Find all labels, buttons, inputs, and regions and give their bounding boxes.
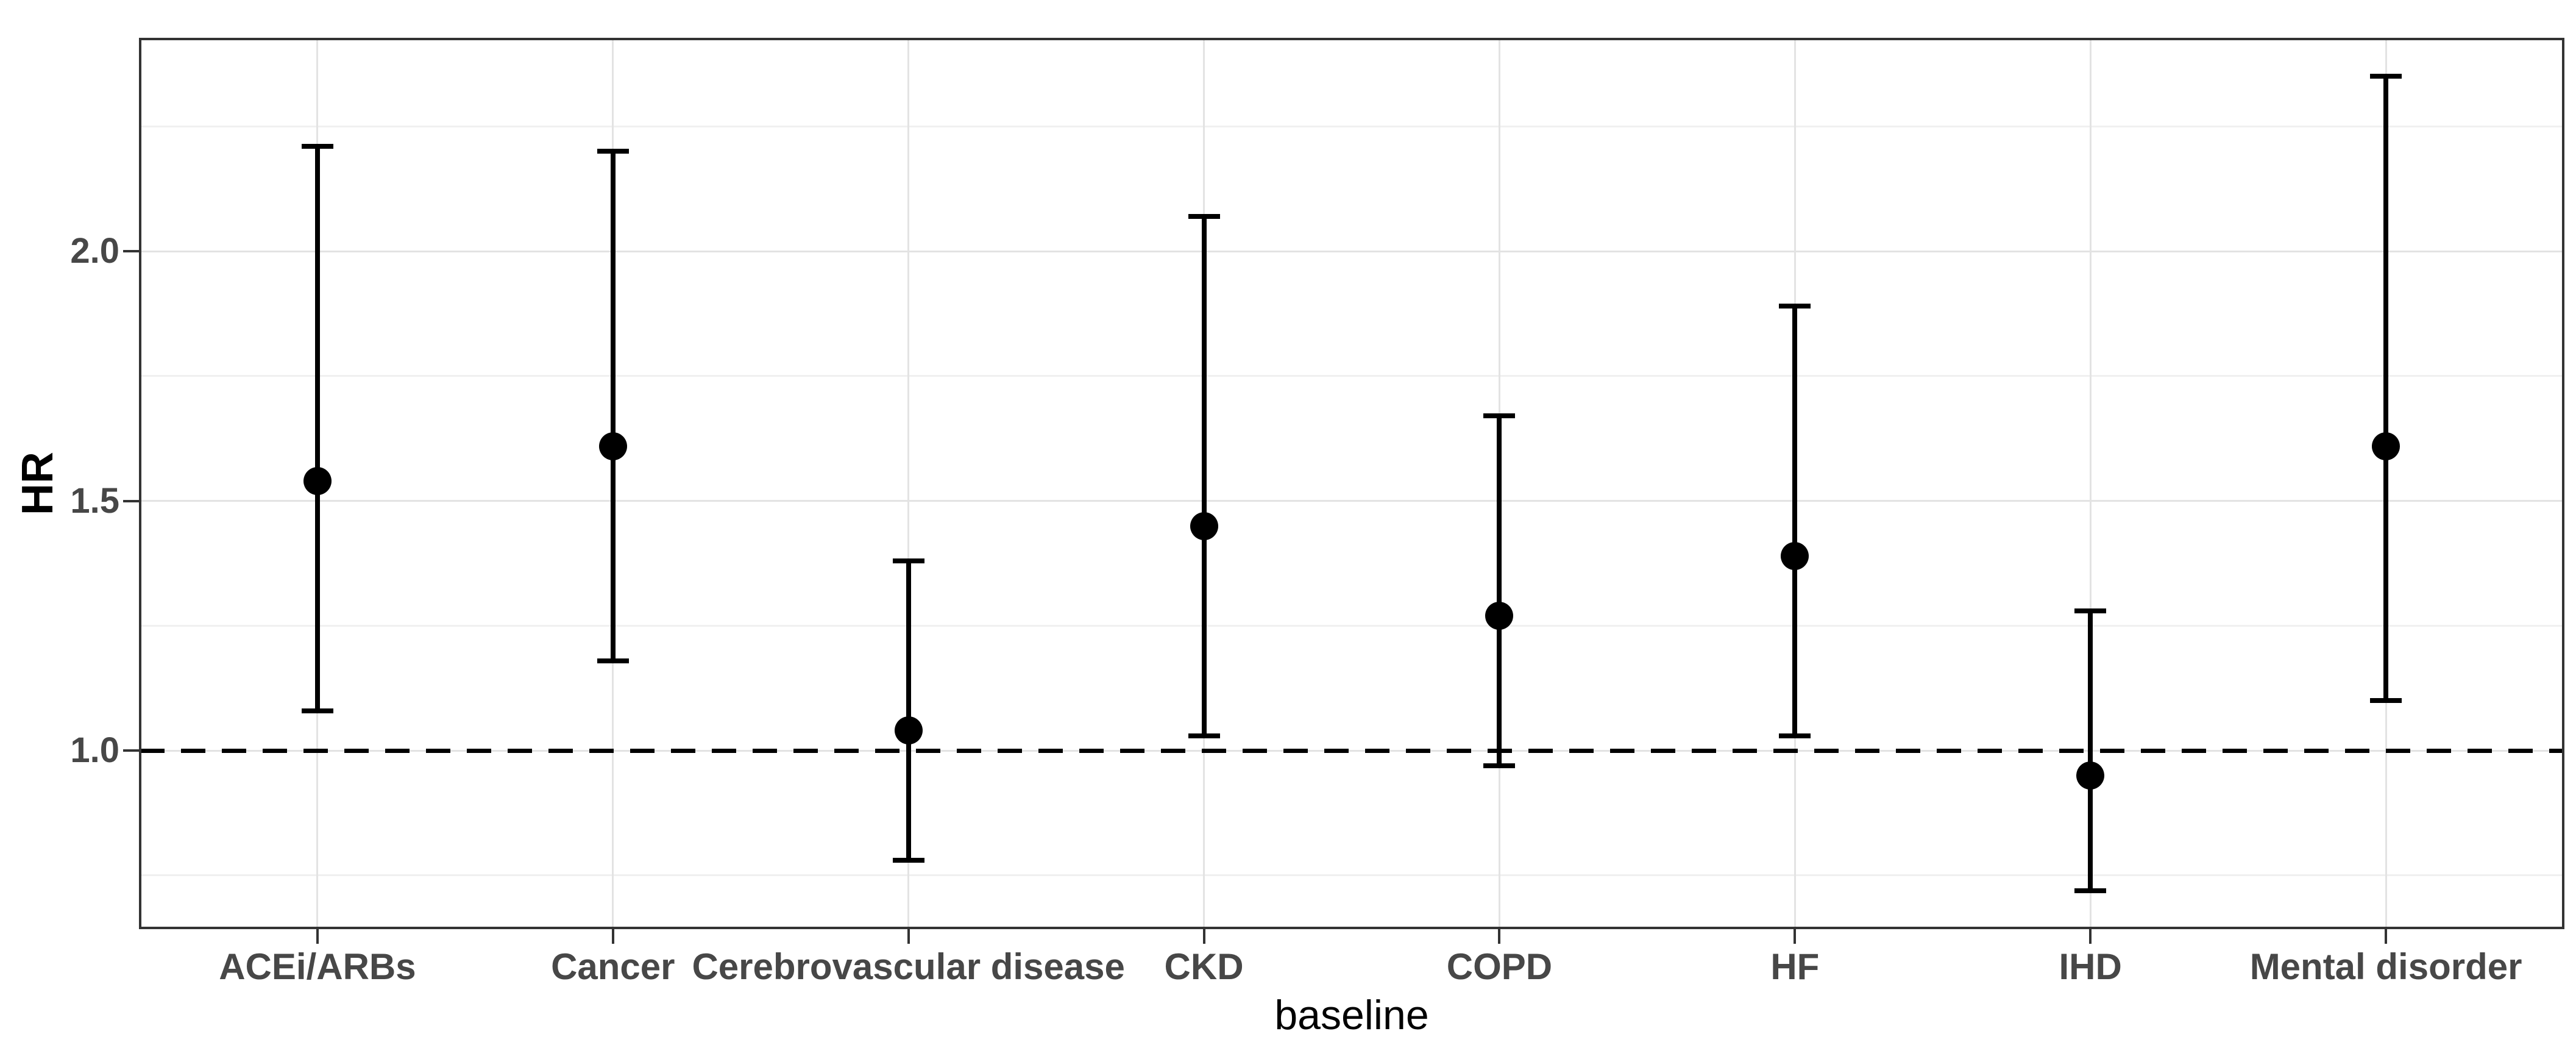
gridline-major-y-1.5 bbox=[140, 500, 2563, 502]
errorbar-cap-lower-ihd bbox=[2074, 888, 2107, 893]
y-axis-tick-1 bbox=[123, 749, 139, 752]
x-tick-label-mental-disorder: Mental disorder bbox=[2249, 946, 2522, 987]
x-tick-label-ihd: IHD bbox=[2059, 946, 2122, 987]
gridline-x-category bbox=[907, 39, 910, 928]
reference-line-hr1 bbox=[140, 748, 2563, 753]
point-estimate-mental-disorder bbox=[2372, 432, 2400, 460]
gridline-minor-y-0.75 bbox=[140, 874, 2563, 877]
point-estimate-cerebrovascular-disease bbox=[894, 716, 923, 745]
gridline-minor-y-1.25 bbox=[140, 624, 2563, 627]
point-estimate-acei-arbs bbox=[303, 466, 332, 495]
errorbar-line-cerebrovascular-disease bbox=[906, 560, 911, 861]
x-axis-tick-mental-disorder bbox=[2385, 928, 2388, 944]
x-tick-label-acei-arbs: ACEi/ARBs bbox=[219, 946, 416, 987]
point-estimate-cancer bbox=[598, 432, 627, 460]
x-tick-label-hf: HF bbox=[1770, 946, 1820, 987]
x-tick-label-ckd: CKD bbox=[1164, 946, 1244, 987]
errorbar-line-cancer bbox=[610, 151, 616, 661]
x-axis-tick-ckd bbox=[1202, 928, 1205, 944]
errorbar-cap-upper-ihd bbox=[2074, 608, 2107, 613]
y-tick-label-1: 1.0 bbox=[70, 730, 119, 771]
x-axis-tick-cerebrovascular-disease bbox=[907, 928, 910, 944]
errorbar-cap-lower-hf bbox=[1779, 733, 1811, 738]
y-axis-title: HR bbox=[13, 452, 62, 515]
x-tick-label-cerebrovascular-disease: Cerebrovascular disease bbox=[692, 946, 1125, 987]
x-axis-tick-copd bbox=[1498, 928, 1501, 944]
gridline-x-category bbox=[2089, 39, 2092, 928]
gridline-minor-y-2.25 bbox=[140, 125, 2563, 127]
point-estimate-hf bbox=[1781, 541, 1809, 570]
point-estimate-copd bbox=[1485, 602, 1514, 630]
errorbar-cap-upper-cerebrovascular-disease bbox=[892, 558, 924, 563]
point-estimate-ihd bbox=[2076, 761, 2105, 790]
errorbar-cap-upper-copd bbox=[1483, 413, 1516, 419]
y-axis-tick-2 bbox=[123, 250, 139, 253]
errorbar-cap-upper-hf bbox=[1779, 304, 1811, 309]
errorbar-cap-lower-cerebrovascular-disease bbox=[892, 858, 924, 863]
errorbar-line-acei-arbs bbox=[314, 146, 320, 711]
errorbar-line-mental-disorder bbox=[2383, 76, 2389, 701]
errorbar-cap-upper-ckd bbox=[1188, 213, 1220, 219]
gridline-minor-y-1.75 bbox=[140, 375, 2563, 377]
errorbar-cap-upper-cancer bbox=[597, 149, 629, 154]
x-axis-tick-cancer bbox=[611, 928, 614, 944]
errorbar-cap-upper-acei-arbs bbox=[301, 144, 333, 149]
plot-panel-border bbox=[139, 38, 2564, 929]
x-axis-tick-ihd bbox=[2089, 928, 2092, 944]
errorbar-cap-lower-copd bbox=[1483, 763, 1516, 768]
errorbar-cap-lower-mental-disorder bbox=[2370, 698, 2402, 704]
gridline-major-y-2 bbox=[140, 250, 2563, 252]
errorbar-line-ckd bbox=[1201, 216, 1207, 736]
y-axis-tick-1.5 bbox=[123, 499, 139, 502]
x-tick-label-cancer: Cancer bbox=[551, 946, 675, 987]
errorbar-cap-lower-cancer bbox=[597, 658, 629, 663]
x-tick-label-copd: COPD bbox=[1446, 946, 1553, 987]
x-axis-title: baseline bbox=[1274, 992, 1429, 1038]
errorbar-cap-lower-acei-arbs bbox=[301, 708, 333, 713]
y-tick-label-2: 2.0 bbox=[70, 231, 119, 271]
errorbar-line-copd bbox=[1497, 416, 1502, 766]
errorbar-cap-lower-ckd bbox=[1188, 733, 1220, 738]
point-estimate-ckd bbox=[1190, 512, 1218, 540]
y-tick-label-1.5: 1.5 bbox=[70, 480, 119, 521]
x-axis-tick-hf bbox=[1794, 928, 1797, 944]
errorbar-cap-upper-mental-disorder bbox=[2370, 74, 2402, 79]
errorbar-line-hf bbox=[1792, 306, 1798, 736]
errorbar-line-ihd bbox=[2088, 610, 2093, 891]
x-axis-tick-acei-arbs bbox=[316, 928, 319, 944]
